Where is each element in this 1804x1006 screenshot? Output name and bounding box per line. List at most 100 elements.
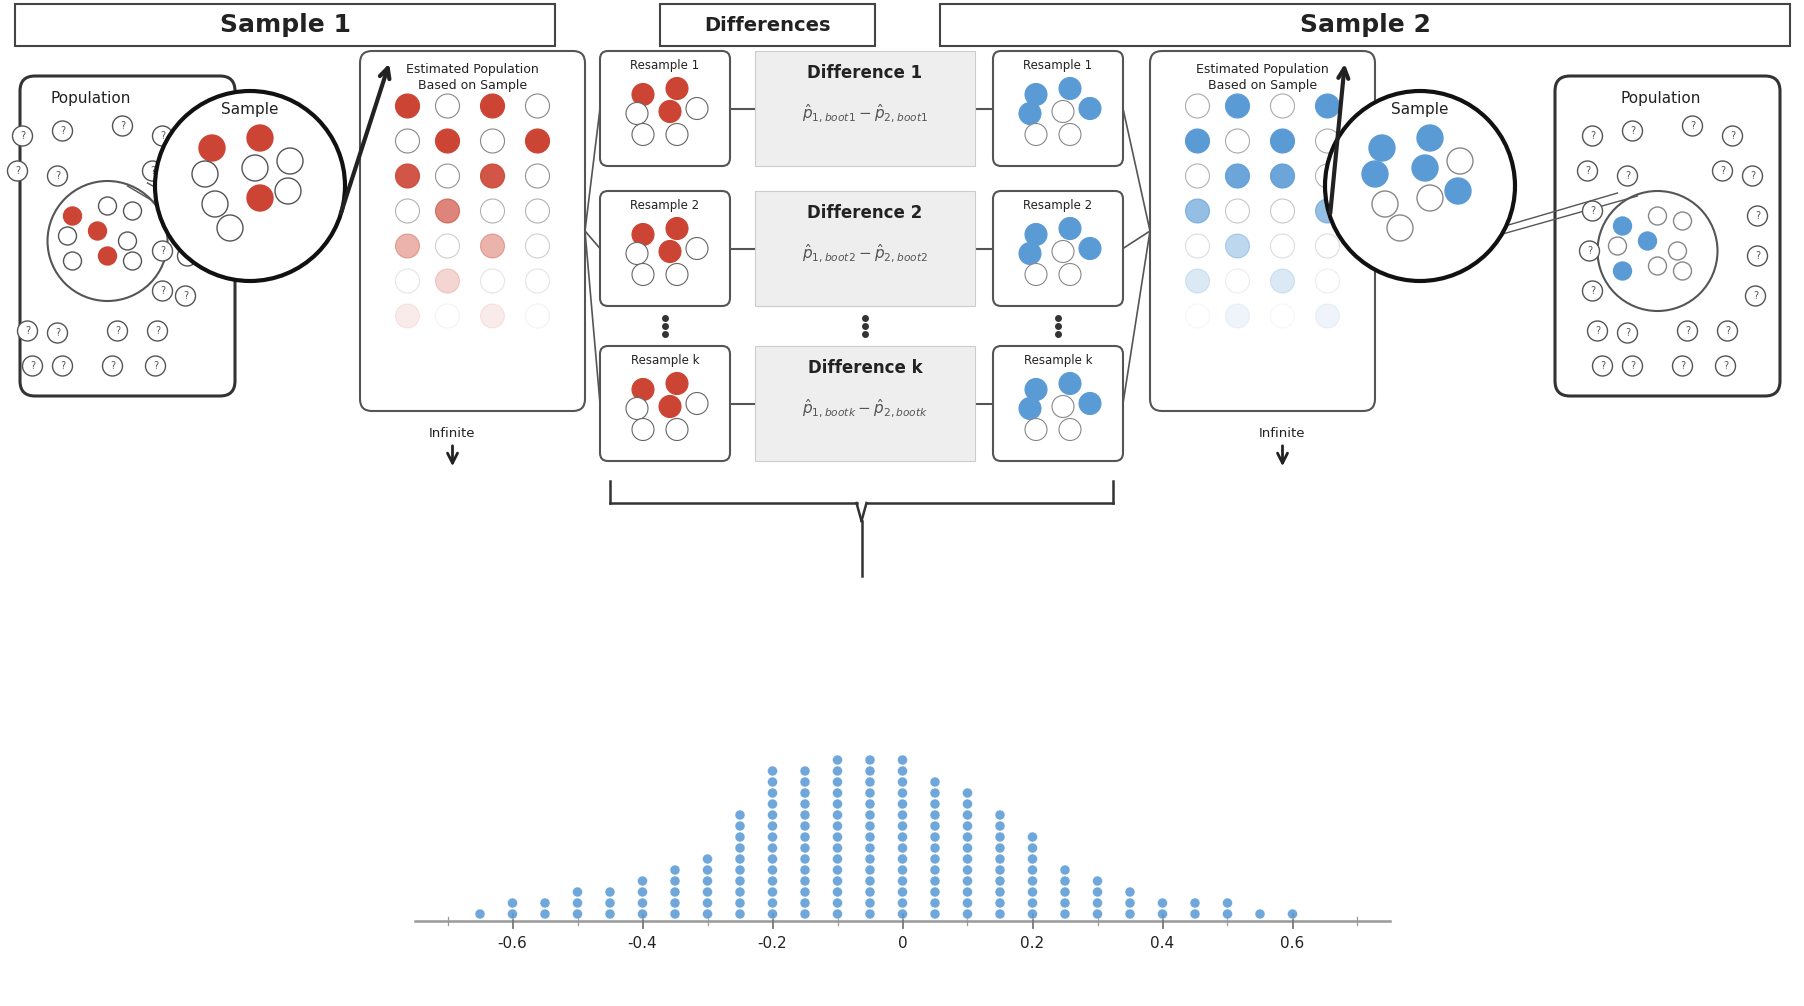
Text: ?: ? (150, 166, 155, 176)
Circle shape (898, 887, 907, 897)
Circle shape (480, 94, 505, 118)
Circle shape (1185, 304, 1209, 328)
Text: 0: 0 (898, 936, 907, 951)
Circle shape (931, 832, 940, 842)
Circle shape (669, 865, 680, 875)
Circle shape (52, 121, 72, 141)
Circle shape (1025, 378, 1046, 400)
Circle shape (767, 777, 778, 787)
Circle shape (864, 810, 875, 820)
Circle shape (996, 898, 1005, 908)
Circle shape (832, 777, 842, 787)
Text: ?: ? (1680, 361, 1685, 371)
Circle shape (1618, 323, 1638, 343)
Circle shape (153, 241, 173, 261)
Circle shape (191, 161, 218, 187)
Circle shape (1019, 397, 1041, 420)
Circle shape (155, 91, 345, 281)
Circle shape (1649, 207, 1667, 225)
Circle shape (1270, 164, 1295, 188)
Circle shape (832, 898, 842, 908)
Circle shape (1052, 240, 1073, 263)
Circle shape (1582, 126, 1602, 146)
Circle shape (963, 821, 972, 831)
Circle shape (1126, 898, 1135, 908)
Circle shape (435, 234, 460, 258)
Circle shape (1028, 887, 1037, 897)
Circle shape (216, 215, 244, 241)
Circle shape (1185, 129, 1209, 153)
Circle shape (525, 304, 550, 328)
Circle shape (395, 164, 420, 188)
Circle shape (898, 777, 907, 787)
Circle shape (1019, 103, 1041, 125)
Circle shape (864, 766, 875, 776)
Circle shape (626, 103, 648, 125)
Text: Population: Population (1620, 91, 1701, 106)
FancyBboxPatch shape (361, 51, 584, 411)
Circle shape (525, 199, 550, 223)
Circle shape (1225, 304, 1250, 328)
Circle shape (1672, 356, 1692, 376)
Circle shape (1028, 854, 1037, 864)
Circle shape (1093, 876, 1102, 886)
Circle shape (637, 898, 648, 908)
Circle shape (631, 223, 655, 245)
Circle shape (1609, 237, 1627, 255)
Text: Resample 2: Resample 2 (1023, 198, 1093, 211)
FancyBboxPatch shape (992, 346, 1124, 461)
Bar (14, 4, 556, 46)
Circle shape (1315, 199, 1340, 223)
Text: ?: ? (186, 252, 189, 261)
Circle shape (1270, 304, 1295, 328)
Circle shape (767, 843, 778, 853)
Circle shape (1093, 898, 1102, 908)
Text: Based on Sample: Based on Sample (1209, 78, 1317, 92)
Circle shape (1028, 832, 1037, 842)
Circle shape (1079, 237, 1100, 260)
Circle shape (996, 887, 1005, 897)
Circle shape (198, 135, 226, 161)
Circle shape (864, 854, 875, 864)
Circle shape (480, 269, 505, 293)
Circle shape (1025, 264, 1046, 286)
Circle shape (669, 898, 680, 908)
Circle shape (767, 821, 778, 831)
Circle shape (832, 821, 842, 831)
Circle shape (666, 217, 687, 239)
Circle shape (1445, 178, 1470, 204)
Circle shape (1716, 356, 1735, 376)
Circle shape (1413, 155, 1438, 181)
Circle shape (1598, 191, 1717, 311)
Text: Sample: Sample (1391, 102, 1449, 117)
FancyBboxPatch shape (992, 51, 1124, 166)
Circle shape (157, 196, 177, 216)
Circle shape (996, 865, 1005, 875)
Circle shape (1622, 121, 1642, 141)
Circle shape (669, 876, 680, 886)
Circle shape (148, 321, 168, 341)
Text: Resample k: Resample k (1023, 353, 1091, 366)
Text: ?: ? (1755, 211, 1761, 221)
Circle shape (1315, 234, 1340, 258)
Circle shape (1582, 201, 1602, 221)
Text: Difference 2: Difference 2 (808, 204, 922, 222)
Circle shape (996, 843, 1005, 853)
Text: Difference k: Difference k (808, 359, 922, 377)
Circle shape (734, 821, 745, 831)
Circle shape (1059, 124, 1081, 146)
Text: Resample k: Resample k (631, 353, 700, 366)
Circle shape (864, 799, 875, 809)
Circle shape (963, 788, 972, 798)
Circle shape (474, 909, 485, 919)
Circle shape (963, 843, 972, 853)
Circle shape (864, 909, 875, 919)
Circle shape (799, 887, 810, 897)
Circle shape (173, 166, 193, 186)
Circle shape (864, 821, 875, 831)
Circle shape (99, 197, 117, 215)
Text: ?: ? (14, 166, 20, 176)
Circle shape (435, 164, 460, 188)
Text: Sample 2: Sample 2 (1299, 13, 1431, 37)
Circle shape (666, 77, 687, 100)
